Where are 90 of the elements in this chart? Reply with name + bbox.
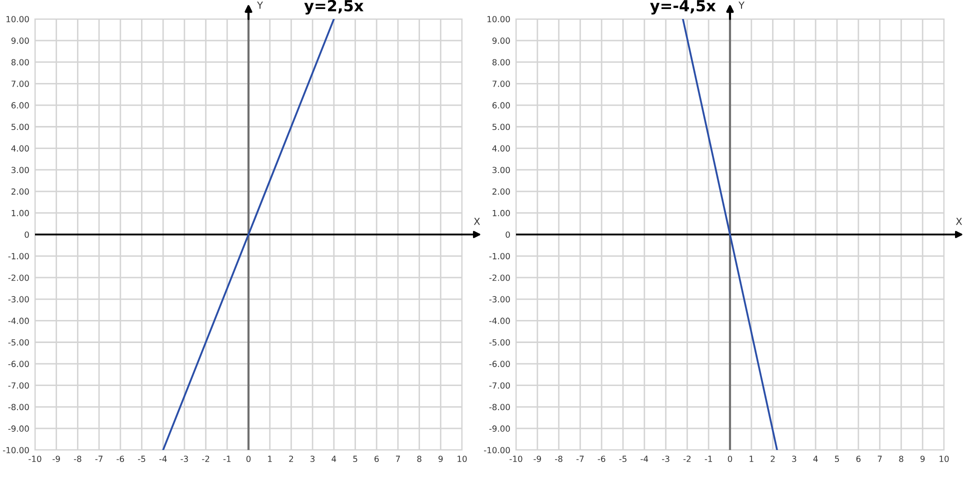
x-tick-label: 1 (268, 456, 272, 462)
y-tick-label: -1.00 (8, 253, 29, 260)
y-tick-label: 5.00 (12, 124, 29, 130)
y-tick-label: 8.00 (11, 59, 29, 66)
y-tick-label: 3.00 (492, 166, 510, 174)
y-tick-label: -8.00 (8, 404, 29, 410)
x-tick-label: 5 (353, 456, 358, 462)
x-tick-label: -4 (159, 456, 167, 462)
x-tick-label: 4 (813, 456, 818, 462)
x-tick-label: -4 (640, 456, 648, 462)
x-axis-title: X (474, 218, 480, 225)
y-tick-label: -7.00 (489, 382, 510, 389)
y-tick-label: 9.00 (11, 38, 29, 44)
y-tick-label: 2.00 (492, 188, 510, 195)
x-tick-label: 5 (834, 456, 839, 462)
chart-title: y=-4,5x (650, 0, 716, 15)
y-tick-label: -10.00 (2, 446, 29, 454)
x-tick-label: 3 (310, 456, 315, 462)
y-tick-label: -4.00 (489, 318, 510, 324)
y-tick-label: 0 (506, 231, 510, 238)
y-tick-label: 8.00 (492, 59, 510, 66)
x-tick-label: -5 (619, 456, 626, 462)
x-tick-label: -7 (95, 456, 102, 462)
y-tick-label: -6.00 (489, 360, 510, 368)
y-tick-label: 6.00 (492, 102, 510, 108)
y-tick-label: -2.00 (489, 274, 510, 281)
x-tick-label: 0 (728, 456, 732, 462)
y-tick-label: -9.00 (489, 425, 510, 432)
x-tick-label: 0 (246, 456, 251, 462)
y-tick-label: 10.00 (488, 16, 510, 22)
y-tick-label: -10.00 (484, 446, 510, 454)
y-tick-label: 7.00 (492, 80, 510, 87)
y-tick-label: -6.00 (8, 360, 29, 368)
x-tick-label: -9 (52, 456, 60, 462)
x-tick-label: 3 (792, 456, 796, 462)
y-tick-label: -4.00 (8, 318, 29, 324)
y-tick-label: 1.00 (492, 210, 510, 216)
chart-title: y=2,5x (304, 0, 364, 15)
x-tick-label: 4 (332, 456, 336, 462)
x-tick-label: 8 (417, 456, 422, 462)
y-tick-label: 6.00 (11, 102, 29, 108)
x-tick-label: -10 (510, 456, 522, 462)
x-tick-label: -5 (138, 456, 146, 462)
y-tick-label: -8.00 (489, 404, 510, 410)
x-tick-label: 9 (920, 456, 925, 462)
x-tick-label: -3 (662, 456, 670, 462)
x-tick-label: 6 (856, 456, 861, 462)
x-tick-label: -8 (74, 456, 82, 462)
x-tick-label: -3 (180, 456, 188, 462)
y-tick-label: 4.00 (492, 145, 510, 152)
y-tick-label: -5.00 (8, 339, 29, 346)
y-tick-label: 5.00 (492, 124, 510, 130)
x-tick-label: 10 (458, 456, 467, 462)
x-tick-label: 1 (750, 456, 754, 462)
x-tick-label: 2 (770, 456, 775, 462)
y-tick-label: 2.00 (12, 188, 29, 195)
x-tick-label: 9 (438, 456, 443, 462)
x-tick-label: -2 (202, 456, 210, 462)
x-tick-label: -6 (598, 456, 606, 462)
y-tick-label: -1.00 (489, 253, 510, 260)
x-tick-label: -9 (534, 456, 541, 462)
y-tick-label: 9.00 (492, 38, 510, 44)
x-tick-label: 10 (940, 456, 949, 462)
y-axis-title: Y (738, 2, 745, 9)
x-tick-label: -8 (555, 456, 562, 462)
y-tick-label: 4.00 (11, 145, 29, 152)
x-tick-label: 7 (396, 456, 400, 462)
x-tick-label: -1 (704, 456, 712, 462)
x-tick-label: 7 (878, 456, 882, 462)
x-tick-label: -1 (223, 456, 231, 462)
x-tick-label: -7 (576, 456, 584, 462)
y-tick-label: 10.00 (6, 16, 29, 22)
x-axis-title: X (956, 218, 962, 225)
y-tick-label: 7.00 (12, 80, 29, 87)
y-tick-label: -9.00 (8, 425, 29, 432)
y-tick-label: -5.00 (489, 339, 510, 346)
y-tick-label: -3.00 (489, 296, 510, 302)
y-tick-label: 1.00 (12, 210, 29, 216)
x-tick-label: 6 (374, 456, 379, 462)
y-tick-label: -3.00 (8, 296, 29, 302)
x-tick-label: -6 (116, 456, 124, 462)
x-tick-label: -10 (28, 456, 42, 462)
y-axis-title: Y (257, 2, 263, 9)
y-tick-label: -2.00 (8, 274, 29, 281)
y-tick-label: 3.00 (12, 166, 29, 174)
x-tick-label: -2 (683, 456, 691, 462)
y-tick-label: -7.00 (8, 382, 29, 389)
x-tick-label: 2 (289, 456, 294, 462)
y-tick-label: 0 (24, 231, 29, 238)
x-tick-label: 8 (899, 456, 904, 462)
